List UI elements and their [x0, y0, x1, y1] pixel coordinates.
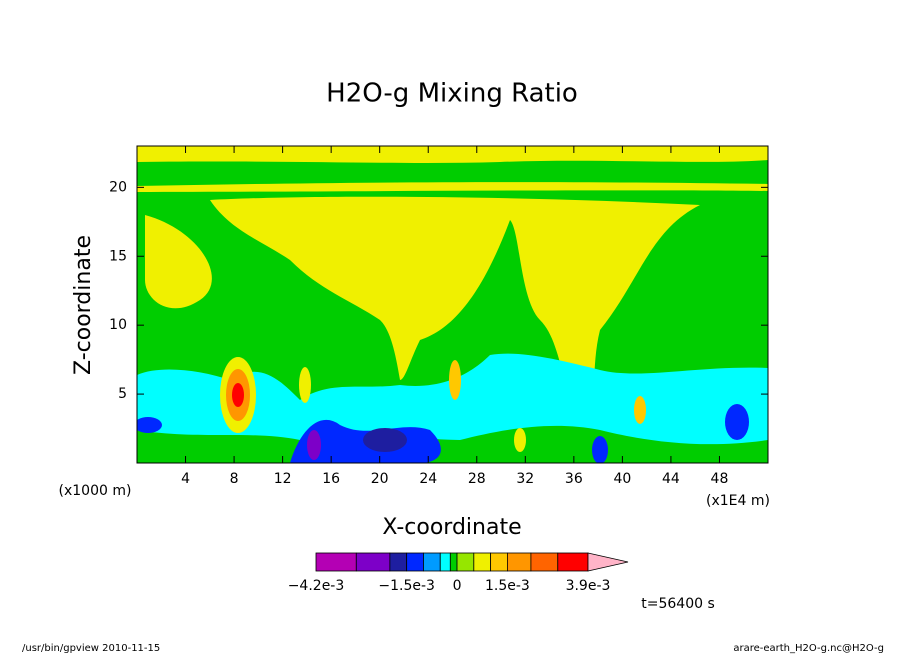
colorbar-box	[439, 552, 451, 572]
footer: /usr/bin/gpview 2010-11-15	[22, 643, 160, 654]
x-tick-label: 44	[662, 471, 680, 487]
region	[634, 396, 646, 424]
x-tick-label: 24	[419, 471, 437, 487]
contour-field	[137, 146, 768, 463]
region	[137, 353, 768, 445]
region	[145, 215, 212, 309]
colorbar-box	[557, 552, 589, 572]
colorbar-box	[355, 552, 391, 572]
region	[725, 404, 749, 440]
region	[307, 430, 321, 460]
colorbar-box	[406, 552, 424, 572]
colorbar-label: 3.9e-3	[566, 578, 611, 594]
colorbar-label: −4.2e-3	[288, 578, 345, 594]
y-tick-label: 10	[109, 317, 127, 333]
x-unit-label: (x1E4 m)	[706, 493, 770, 509]
colorbar-box	[490, 552, 508, 572]
x-tick-label: 40	[613, 471, 631, 487]
y-tick-label: 15	[109, 248, 127, 264]
time-label: t=56400 s	[641, 596, 715, 612]
colorbar-box	[530, 552, 559, 572]
colorbar-label: 1.5e-3	[485, 578, 530, 594]
region	[363, 428, 407, 452]
x-tick-label: 36	[565, 471, 583, 487]
x-tick-label: 28	[468, 471, 486, 487]
chart-title: H2O-g Mixing Ratio	[326, 79, 578, 109]
colorbar-label: −1.5e-3	[378, 578, 435, 594]
region	[299, 367, 311, 403]
region	[137, 182, 768, 192]
region	[232, 383, 244, 407]
region	[210, 196, 700, 420]
x-tick-label: 32	[516, 471, 534, 487]
x-tick-label: 12	[274, 471, 292, 487]
region	[514, 428, 526, 452]
colorbar-box	[423, 552, 441, 572]
region	[449, 360, 461, 400]
y-tick-label: 5	[118, 386, 127, 402]
colorbar-box	[315, 552, 357, 572]
colorbar-box	[389, 552, 408, 572]
colorbar-box	[456, 552, 475, 572]
colorbar-over	[587, 552, 629, 572]
x-tick-label: 16	[322, 471, 340, 487]
x-tick-label: 20	[371, 471, 389, 487]
x-tick-label: 8	[230, 471, 239, 487]
colorbar-box	[473, 552, 492, 572]
region	[137, 146, 768, 163]
colorbar-label: 0	[453, 578, 462, 594]
y-tick-label: 20	[109, 179, 127, 195]
region	[137, 417, 162, 433]
colorbar-box	[449, 552, 458, 572]
x-axis-title: X-coordinate	[382, 515, 521, 540]
colorbar-box	[507, 552, 532, 572]
x-tick-label: 48	[711, 471, 729, 487]
region	[592, 436, 608, 463]
y-axis-title: Z-coordinate	[71, 235, 96, 375]
x-tick-label: 4	[181, 471, 190, 487]
footer: arare-earth_H2O-g.nc@H2O-g	[733, 643, 884, 654]
x-unit-label: (x1000 m)	[59, 483, 132, 499]
plot-frame	[136, 145, 769, 464]
